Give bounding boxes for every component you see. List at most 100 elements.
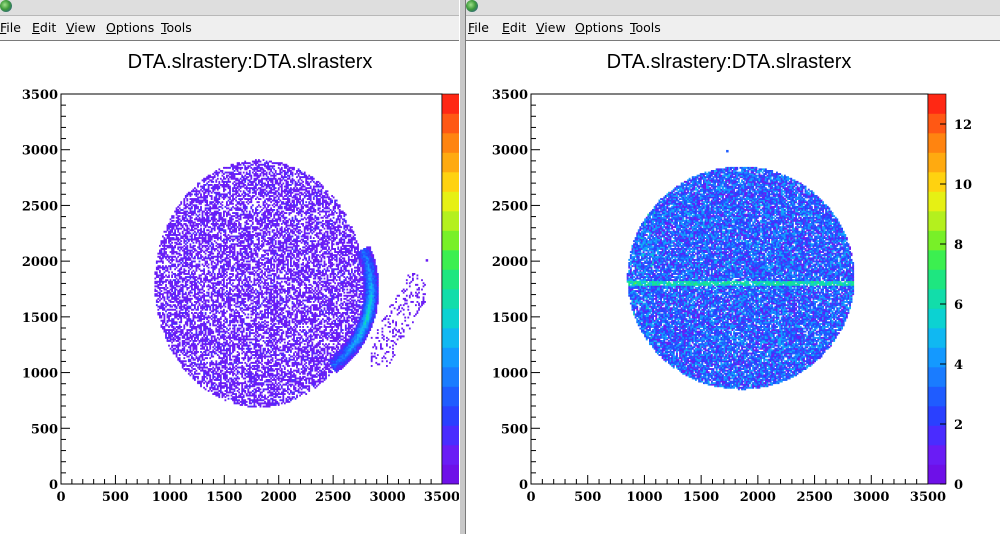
menu-view[interactable]: View (66, 20, 96, 35)
y-tick-label: 3000 (492, 144, 528, 159)
color-scale-band (928, 367, 946, 387)
y-tick-label: 2000 (22, 255, 58, 270)
axes: 0 500 1000 1500 2000 2500 3000 3500 0 500 1000 1500… (22, 88, 459, 505)
histogram-plot: DTA.slrastery:DTA.slrasterx 0 500 1000 1500 2… (22, 51, 459, 505)
menu-file[interactable]: File (468, 20, 489, 35)
chart-title: DTA.slrastery:DTA.slrasterx (607, 51, 852, 73)
color-scale-band (928, 406, 946, 426)
color-scale-band (928, 191, 946, 212)
color-scale-band (442, 191, 459, 212)
menu-view[interactable]: View (536, 20, 566, 35)
y-tick-label: 1000 (22, 367, 58, 382)
y-tick-label: 3000 (22, 144, 58, 159)
histogram-window-right: File Edit View Options Tools DTA.slraste… (466, 0, 1000, 534)
y-tick-label: 1500 (22, 311, 58, 326)
x-tick-label: 0 (526, 490, 535, 505)
color-scale-label: 6 (954, 298, 963, 313)
menu-edit[interactable]: Edit (32, 20, 56, 35)
outlier-bin (425, 259, 429, 262)
color-scale-band (442, 133, 459, 153)
y-tick-label: 0 (519, 478, 528, 493)
y-tick-label: 1000 (492, 367, 528, 382)
color-scale-band (442, 386, 459, 407)
color-scale-band (442, 425, 459, 446)
y-tick-label: 3500 (22, 88, 58, 103)
color-scale-band (928, 172, 946, 192)
root-app-icon (0, 0, 12, 12)
color-scale-band (928, 94, 946, 114)
menu-tools[interactable]: Tools (630, 20, 661, 35)
color-scale-band (442, 367, 459, 387)
window-separator (459, 0, 466, 534)
menu-file[interactable]: File (0, 20, 21, 35)
color-scale-band (928, 269, 946, 290)
menu-options[interactable]: Options (106, 20, 154, 35)
color-scale-band (928, 464, 946, 485)
x-tick-label: 2500 (796, 490, 832, 505)
y-tick-label: 0 (49, 478, 58, 493)
root-app-icon (466, 0, 478, 12)
color-scale-band (442, 113, 459, 134)
color-scale-band (442, 328, 459, 348)
color-scale-band (442, 250, 459, 270)
x-tick-label: 3500 (910, 490, 946, 505)
color-scale: 0 2 4 6 8 10 12 (927, 93, 972, 493)
color-scale-band (442, 406, 459, 426)
x-tick-label: 2000 (740, 490, 776, 505)
y-tick-label: 2000 (492, 255, 528, 270)
color-scale-band (928, 347, 946, 368)
window-titlebar[interactable] (466, 0, 1000, 16)
color-scale-band (442, 230, 459, 251)
color-scale-band (928, 386, 946, 407)
window-titlebar[interactable] (0, 0, 459, 16)
color-scale-band (442, 308, 459, 329)
color-scale-band (442, 94, 459, 114)
plot-canvas[interactable]: DTA.slrastery:DTA.slrasterx 0 500 1000 1500 2… (466, 41, 1000, 534)
x-tick-label: 1500 (683, 490, 719, 505)
color-scale-band (442, 152, 459, 173)
heatmap-bins (626, 166, 855, 391)
x-tick-label: 2000 (261, 490, 297, 505)
y-tick-label: 2500 (22, 199, 58, 214)
x-tick-label: 1000 (626, 490, 662, 505)
chart-title: DTA.slrastery:DTA.slrasterx (128, 51, 373, 73)
heatmap-bins (154, 159, 426, 408)
x-tick-label: 1000 (152, 490, 188, 505)
color-scale-band (442, 445, 459, 465)
color-scale-band (928, 445, 946, 465)
y-tick-label: 500 (31, 422, 58, 437)
color-scale-band (928, 152, 946, 173)
color-scale-band (928, 230, 946, 251)
color-scale-label: 8 (954, 238, 963, 253)
color-scale-band (928, 289, 946, 309)
histogram-window-left: File Edit View Options Tools DTA.slraste… (0, 0, 459, 534)
x-tick-label: 0 (56, 490, 65, 505)
color-scale-band (928, 308, 946, 329)
menu-bar: File Edit View Options Tools (0, 16, 459, 41)
color-scale-label: 2 (954, 418, 963, 433)
color-scale-band (928, 425, 946, 446)
color-scale-band (928, 250, 946, 270)
x-tick-label: 500 (102, 490, 129, 505)
x-tick-label: 1500 (206, 490, 242, 505)
color-scale-label: 0 (954, 478, 963, 493)
x-tick-label: 3000 (369, 490, 405, 505)
x-tick-label: 3000 (853, 490, 889, 505)
menu-bar: File Edit View Options Tools (466, 16, 1000, 41)
color-scale-label: 12 (954, 118, 972, 133)
y-tick-label: 2500 (492, 199, 528, 214)
color-scale-label: 10 (954, 178, 972, 193)
color-scale-band (928, 328, 946, 348)
menu-tools[interactable]: Tools (161, 20, 192, 35)
axes: 0 500 1000 1500 2000 2500 3000 3500 0 500 1000 1500… (492, 88, 946, 505)
plot-canvas[interactable]: DTA.slrastery:DTA.slrasterx 0 500 1000 1500 2… (0, 41, 459, 534)
color-scale-band (442, 464, 459, 485)
menu-edit[interactable]: Edit (502, 20, 526, 35)
color-scale-band (442, 347, 459, 368)
color-scale-band (928, 133, 946, 153)
menu-options[interactable]: Options (575, 20, 623, 35)
x-tick-label: 500 (574, 490, 601, 505)
color-scale-band (442, 172, 459, 192)
color-scale-label: 4 (954, 358, 963, 373)
y-tick-label: 1500 (492, 311, 528, 326)
